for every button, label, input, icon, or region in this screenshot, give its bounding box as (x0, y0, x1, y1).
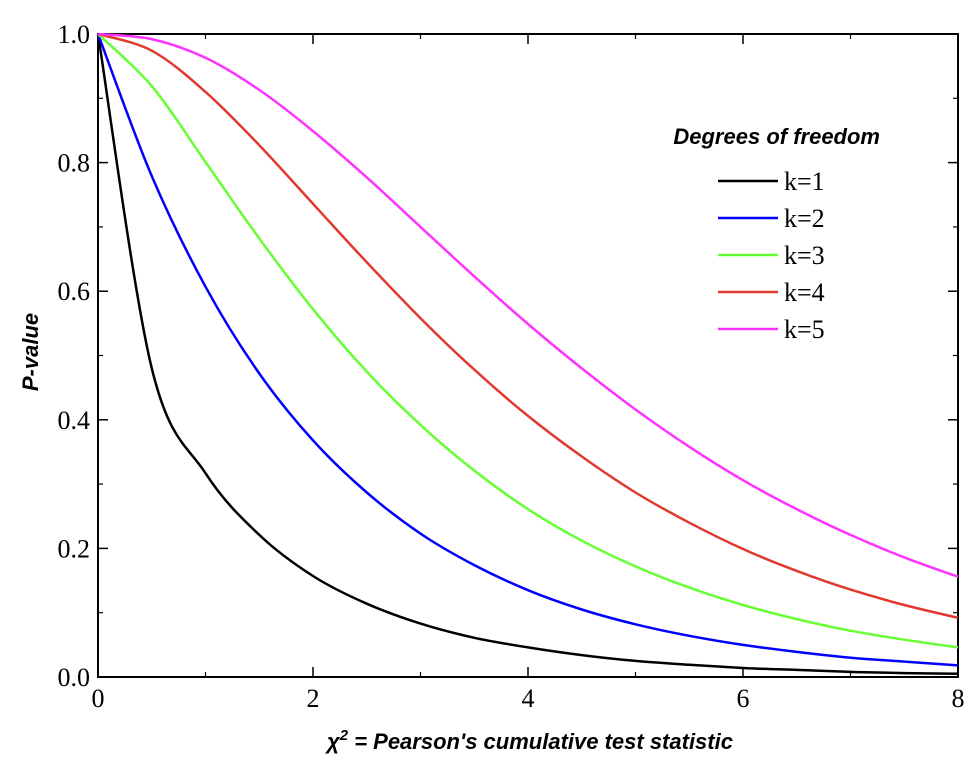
series-line-k1 (96, 33, 959, 676)
tick-labels: 0 2 4 6 8 0.0 0.2 0.4 0.6 0.8 1.0 (58, 20, 965, 713)
legend-label: k=5 (784, 315, 825, 344)
legend-item-k4: k=4 (718, 278, 825, 307)
y-tick-label: 1.0 (58, 20, 91, 49)
x-tick-label: 8 (952, 684, 965, 713)
legend-label: k=2 (784, 204, 825, 233)
series-line-k3 (97, 33, 959, 649)
x-tick-label: 4 (522, 684, 535, 713)
x-tick-label: 6 (737, 684, 750, 713)
series-line-k5 (97, 32, 959, 578)
x-axis-title-text: = Pearson's cumulative test statistic (348, 729, 733, 754)
y-tick-label: 0.4 (58, 406, 91, 435)
series-line-k2 (96, 33, 959, 667)
series-lines (96, 32, 959, 676)
series-line-k4 (97, 32, 959, 620)
legend-item-k5: k=5 (718, 315, 825, 344)
axis-ticks (97, 33, 959, 678)
series-k=3 (97, 33, 959, 649)
y-tick-label: 0.2 (58, 534, 91, 563)
series-k=2 (96, 33, 959, 667)
legend-label: k=1 (784, 167, 825, 196)
y-tick-label: 0.0 (58, 663, 91, 692)
series-k=5 (97, 32, 959, 578)
legend-label: k=4 (784, 278, 825, 307)
legend-item-k2: k=2 (718, 204, 825, 233)
y-tick-label: 0.8 (58, 149, 91, 178)
legend-item-k1: k=1 (718, 167, 825, 196)
x-tick-label: 2 (307, 684, 320, 713)
series-k=4 (97, 32, 959, 620)
y-axis-title: P-value (18, 313, 43, 391)
legend-title: Degrees of freedom (673, 124, 880, 149)
x-axis-title: χ2 = Pearson's cumulative test statistic (325, 727, 733, 754)
x-axis-title-symbol: χ (325, 729, 341, 754)
legend: Degrees of freedom k=1 k=2 k=3 k=4 k=5 (673, 124, 880, 344)
legend-item-k3: k=3 (718, 241, 825, 270)
y-tick-label: 0.6 (58, 277, 91, 306)
x-axis-title-exponent: 2 (339, 727, 349, 744)
x-tick-label: 0 (92, 684, 105, 713)
legend-label: k=3 (784, 241, 825, 270)
